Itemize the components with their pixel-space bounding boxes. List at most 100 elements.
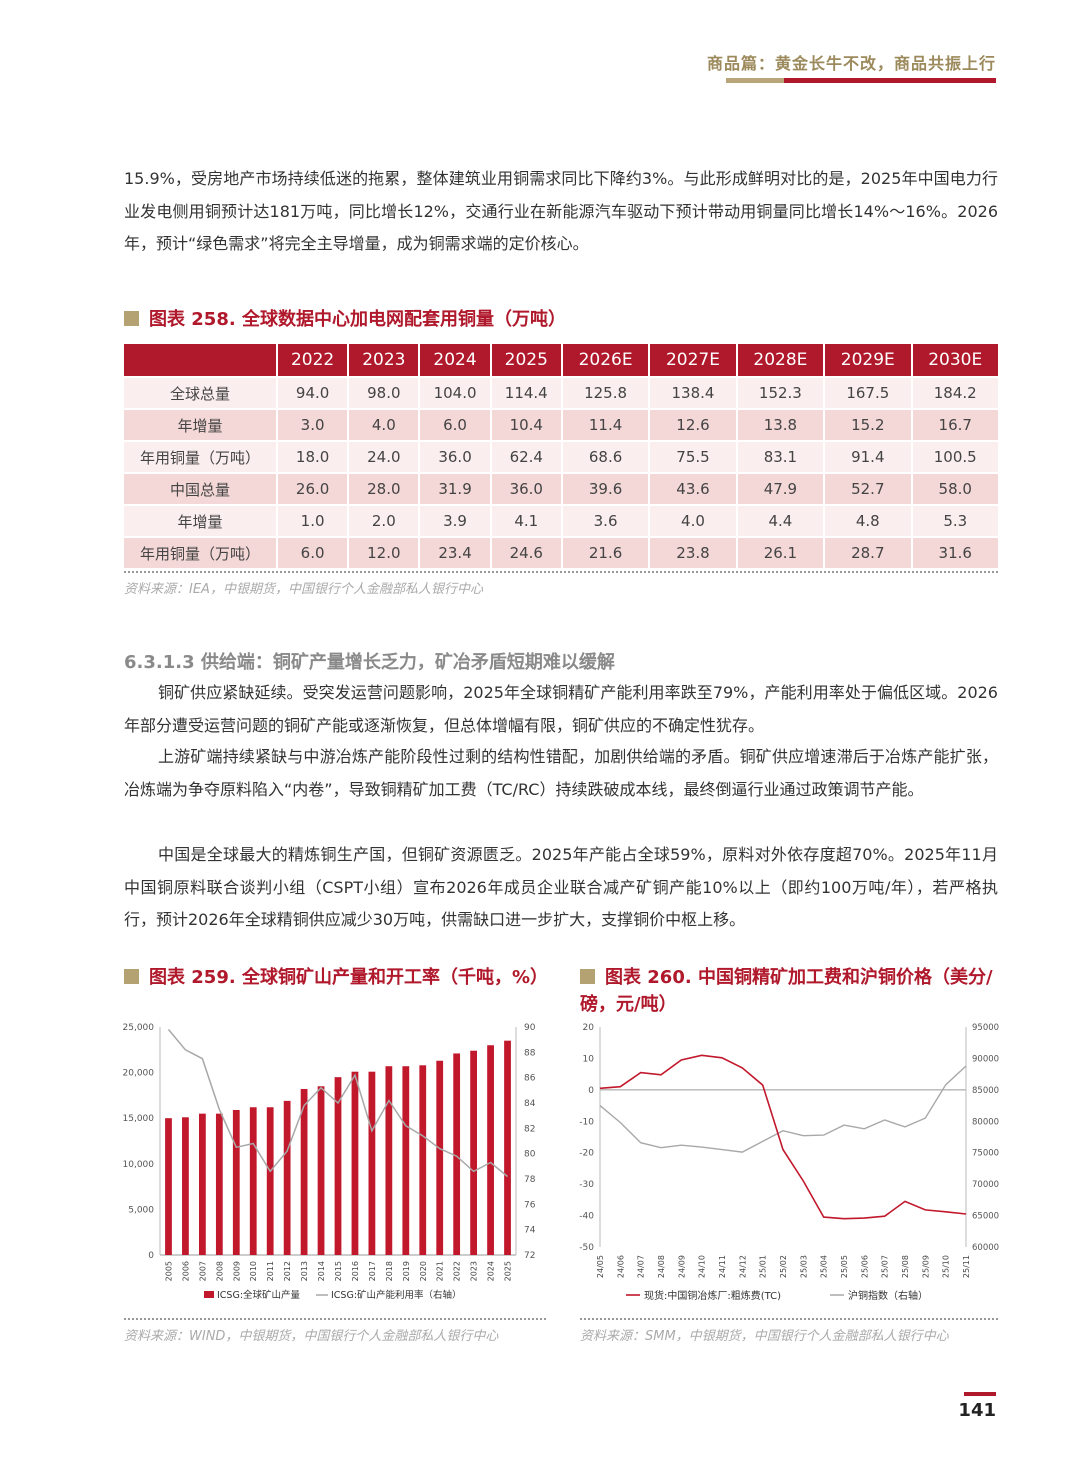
- x-tick-label: 2022: [453, 1261, 462, 1281]
- right-tick-label: 80: [524, 1150, 536, 1160]
- row-label: 年用铜量（万吨）: [124, 440, 276, 472]
- x-tick-label: 24/08: [657, 1255, 666, 1278]
- table-cell: 47.9: [735, 472, 824, 504]
- x-tick-label: 2016: [351, 1261, 360, 1281]
- table-cell: 58.0: [910, 472, 998, 504]
- table-cell: 2.0: [347, 504, 419, 536]
- table-corner-cell: [124, 344, 276, 376]
- chart2-title: 图表 260. 中国铜精矿加工费和沪铜价格（美分/磅，元/吨）: [580, 967, 993, 1015]
- table-cell: 104.0: [418, 376, 490, 408]
- page-number: 141: [958, 1400, 996, 1421]
- table-cell: 125.8: [560, 376, 649, 408]
- left-tick-label: -10: [579, 1117, 594, 1127]
- right-tick-label: 90: [524, 1023, 536, 1033]
- table-cell: 98.0: [347, 376, 419, 408]
- table-cell: 75.5: [648, 440, 736, 472]
- x-tick-label: 2017: [368, 1261, 377, 1281]
- utilization-line: [167, 1029, 508, 1178]
- x-tick-label: 24/06: [616, 1255, 625, 1278]
- right-tick-label: 82: [524, 1124, 535, 1134]
- x-tick-label: 25/01: [759, 1255, 768, 1278]
- header-rule: [726, 78, 996, 83]
- x-tick-label: 2014: [317, 1261, 326, 1281]
- table-cell: 83.1: [735, 440, 824, 472]
- table-cell: 94.0: [276, 376, 348, 408]
- left-tick-label: -20: [579, 1149, 594, 1159]
- figure-marker-icon: [124, 311, 139, 326]
- table-cell: 184.2: [910, 376, 998, 408]
- bar-mine-output: [198, 1113, 206, 1255]
- table-row: 年用铜量（万吨） 18.0 24.0 36.0 62.4 68.6 75.5 83.1 91.4…: [124, 440, 998, 472]
- legend-copper-label: 沪铜指数（右轴）: [848, 1289, 928, 1302]
- table-cell: 12.0: [347, 536, 419, 568]
- section-title: 6.3.1.3 供给端：铜矿产量增长乏力，矿冶矛盾短期难以缓解: [124, 652, 615, 673]
- table-row: 中国总量 26.0 28.0 31.9 36.0 39.6 43.6 47.9 52.7 58.0: [124, 472, 998, 504]
- bar-mine-output: [249, 1107, 257, 1255]
- table-cell: 4.4: [735, 504, 824, 536]
- bar-mine-output: [165, 1118, 172, 1255]
- right-tick-label: 95000: [972, 1023, 999, 1033]
- table-cell: 5.3: [910, 504, 998, 536]
- table-cell: 28.0: [347, 472, 419, 504]
- x-tick-label: 24/09: [677, 1255, 686, 1278]
- intro-paragraph: 15.9%，受房地产市场持续低迷的拖累，整体建筑业用铜需求同比下降约3%。与此形…: [124, 169, 998, 253]
- x-tick-label: 24/07: [637, 1255, 646, 1278]
- bar-mine-output: [470, 1050, 478, 1255]
- row-label: 年增量: [124, 504, 276, 536]
- x-tick-label: 2019: [402, 1261, 411, 1281]
- table-cell: 100.5: [910, 440, 998, 472]
- table-cell: 15.2: [823, 408, 911, 440]
- col-header: 2023: [347, 344, 419, 376]
- x-tick-label: 2018: [385, 1261, 394, 1281]
- x-tick-label: 25/09: [921, 1255, 930, 1278]
- table-row: 全球总量 94.0 98.0 104.0 114.4 125.8 138.4 152.3 167…: [124, 376, 998, 408]
- left-tick-label: 0: [588, 1086, 594, 1096]
- col-header: 2025: [489, 344, 561, 376]
- table-cell: 23.4: [418, 536, 490, 568]
- page-number-rule: [964, 1392, 996, 1396]
- col-header: 2029E: [823, 344, 911, 376]
- bar-mine-output: [300, 1089, 308, 1255]
- table-header-row: 2022 2023 2024 2025 2026E 2027E 2028E 20…: [124, 344, 998, 376]
- table-cell: 13.8: [735, 408, 824, 440]
- col-header: 2026E: [560, 344, 649, 376]
- bar-mine-output: [334, 1077, 342, 1255]
- table-cell: 36.0: [418, 440, 490, 472]
- right-tick-label: 65000: [972, 1212, 999, 1222]
- left-tick-label: 20,000: [123, 1069, 155, 1079]
- col-header: 2027E: [648, 344, 736, 376]
- table-cell: 31.6: [910, 536, 998, 568]
- table-cell: 26.1: [735, 536, 824, 568]
- x-tick-label: 24/12: [738, 1255, 747, 1278]
- tc-copper-price-chart: -50 -40 -30 -20 -10 0 10 20 60000 65000 70000 75000…: [579, 1023, 999, 1302]
- bar-mine-output: [317, 1086, 325, 1255]
- right-tick-label: 85000: [972, 1086, 999, 1096]
- row-label: 年用铜量（万吨）: [124, 536, 276, 568]
- table-row: 年增量 3.0 4.0 6.0 10.4 11.4 12.6 13.8 15.2 16.7: [124, 408, 998, 440]
- table-cell: 23.8: [648, 536, 736, 568]
- table-cell: 11.4: [560, 408, 649, 440]
- col-header: 2028E: [735, 344, 824, 376]
- chart2-source: 资料来源：SMM，中银期货，中国银行个人金融部私人银行中心: [580, 1329, 949, 1344]
- bar-mine-output: [182, 1117, 189, 1255]
- left-tick-label: 25,000: [123, 1023, 155, 1033]
- right-tick-label: 90000: [972, 1054, 999, 1064]
- col-header: 2024: [418, 344, 490, 376]
- x-tick-label: 25/11: [962, 1255, 971, 1278]
- row-label: 全球总量: [124, 376, 276, 408]
- chart1-source: 资料来源：WIND，中银期货，中国银行个人金融部私人银行中心: [124, 1329, 499, 1344]
- x-tick-label: 2012: [283, 1261, 292, 1281]
- x-tick-label: 2015: [334, 1261, 343, 1281]
- x-tick-label: 25/02: [779, 1255, 788, 1278]
- right-tick-label: 75000: [972, 1149, 999, 1159]
- table-cell: 3.6: [560, 504, 649, 536]
- table-row: 年用铜量（万吨） 6.0 12.0 23.4 24.6 21.6 23.8 26.1 28.7 3…: [124, 536, 998, 568]
- section-paragraph: 中国是全球最大的精炼铜生产国，但铜矿资源匮乏。2025年产能占全球59%，原料对…: [124, 845, 998, 929]
- x-tick-label: 2011: [266, 1261, 275, 1281]
- table-cell: 16.7: [910, 408, 998, 440]
- x-tick-label: 25/03: [799, 1255, 808, 1278]
- table-cell: 36.0: [489, 472, 561, 504]
- x-tick-label: 24/05: [596, 1255, 605, 1278]
- bar-mine-output: [453, 1053, 461, 1255]
- x-tick-label: 2021: [436, 1261, 445, 1281]
